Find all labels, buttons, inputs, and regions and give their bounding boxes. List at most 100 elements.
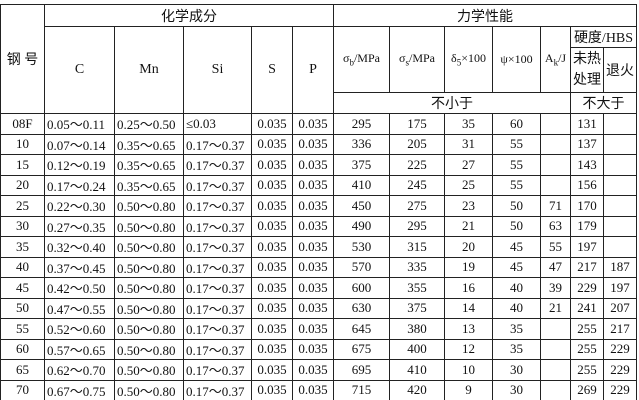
cell: 0.50～0.80 xyxy=(114,379,184,400)
cell: 217 xyxy=(603,318,637,340)
cell: 0.035 xyxy=(251,133,293,155)
table-row: 10 0.07～0.14 0.35～0.65 0.17～0.37 0.035 0.035 3… xyxy=(0,133,637,155)
cell: 47 xyxy=(540,256,571,278)
mech-col: δ5×100 xyxy=(444,26,493,93)
cell: 0.50～0.80 xyxy=(114,359,184,381)
cell: 715 xyxy=(333,379,390,400)
unit: ×100 xyxy=(461,51,486,66)
cell: 255 xyxy=(570,359,604,381)
cell: 0.50～0.80 xyxy=(114,297,184,319)
min-note: 不小于 xyxy=(333,92,571,114)
table-row: 45 0.42～0.50 0.50～0.80 0.17～0.37 0.035 0.035 6… xyxy=(0,277,637,299)
cell: 10 xyxy=(444,359,493,381)
steel-header: 钢 号 xyxy=(0,4,45,114)
steel-grade: 10 xyxy=(0,133,45,155)
cell: 0.17～0.37 xyxy=(183,236,252,258)
cell: 27 xyxy=(444,154,493,176)
cell: 0.27～0.35 xyxy=(44,215,115,237)
unit: /MPa xyxy=(408,51,435,66)
cell: 295 xyxy=(389,215,445,237)
chem-col: Si xyxy=(183,26,252,114)
cell: 420 xyxy=(389,379,445,400)
cell: 0.17～0.37 xyxy=(183,195,252,217)
subscript: s xyxy=(405,57,409,68)
cell: 0.17～0.37 xyxy=(183,338,252,360)
cell: 0.035 xyxy=(251,154,293,176)
cell: 275 xyxy=(389,195,445,217)
cell: 0.035 xyxy=(251,379,293,400)
steel-grade: 40 xyxy=(0,256,45,278)
hardness-header: 硬度/HBS xyxy=(570,26,637,48)
chem-col: P xyxy=(292,26,334,114)
cell: 39 xyxy=(540,277,571,299)
cell xyxy=(540,133,571,155)
cell: 197 xyxy=(570,236,604,258)
steel-grade: 20 xyxy=(0,174,45,196)
cell: 0.035 xyxy=(292,236,334,258)
cell: 0.035 xyxy=(251,195,293,217)
cell xyxy=(540,338,571,360)
cell: 0.50～0.80 xyxy=(114,256,184,278)
mech-col: σs/MPa xyxy=(389,26,445,93)
cell: 156 xyxy=(570,174,604,196)
cell: 630 xyxy=(333,297,390,319)
cell: 675 xyxy=(333,338,390,360)
cell: 175 xyxy=(389,113,445,135)
cell: 20 xyxy=(444,236,493,258)
steel-grade: 45 xyxy=(0,277,45,299)
cell: 35 xyxy=(444,113,493,135)
cell: 0.035 xyxy=(292,338,334,360)
cell: 0.035 xyxy=(292,133,334,155)
steel-grade: 60 xyxy=(0,338,45,360)
cell: 40 xyxy=(492,277,541,299)
cell: 335 xyxy=(389,256,445,278)
cell: 0.50～0.80 xyxy=(114,318,184,340)
cell: 14 xyxy=(444,297,493,319)
cell: 0.50～0.80 xyxy=(114,236,184,258)
cell: 0.17～0.37 xyxy=(183,133,252,155)
steel-grade: 50 xyxy=(0,297,45,319)
cell: 570 xyxy=(333,256,390,278)
cell: 0.17～0.37 xyxy=(183,174,252,196)
cell: 143 xyxy=(570,154,604,176)
table-row: 70 0.67～0.75 0.50～0.80 0.17～0.37 0.035 0.035 7… xyxy=(0,379,637,400)
cell xyxy=(540,174,571,196)
cell: 25 xyxy=(444,174,493,196)
cell: 600 xyxy=(333,277,390,299)
table-row: 55 0.52～0.60 0.50～0.80 0.17～0.37 0.035 0.035 6… xyxy=(0,318,637,340)
cell: 245 xyxy=(389,174,445,196)
cell xyxy=(540,379,571,400)
cell: 0.035 xyxy=(251,174,293,196)
cell: 375 xyxy=(389,297,445,319)
cell: 0.35～0.65 xyxy=(114,154,184,176)
cell: 63 xyxy=(540,215,571,237)
table-row: 40 0.37～0.45 0.50～0.80 0.17～0.37 0.035 0.035 5… xyxy=(0,256,637,278)
cell: 0.17～0.37 xyxy=(183,297,252,319)
cell: 16 xyxy=(444,277,493,299)
cell: 0.035 xyxy=(251,277,293,299)
table-row: 35 0.32～0.40 0.50～0.80 0.17～0.37 0.035 0.035 5… xyxy=(0,236,637,258)
cell: 55 xyxy=(492,133,541,155)
cell xyxy=(603,154,637,176)
cell: 45 xyxy=(492,236,541,258)
cell: 0.42～0.50 xyxy=(44,277,115,299)
cell: 0.035 xyxy=(251,359,293,381)
cell: 355 xyxy=(389,277,445,299)
cell: 0.035 xyxy=(292,277,334,299)
cell: 0.62～0.70 xyxy=(44,359,115,381)
cell: 229 xyxy=(603,338,637,360)
steel-grade: 30 xyxy=(0,215,45,237)
cell: 269 xyxy=(570,379,604,400)
cell: 0.37～0.45 xyxy=(44,256,115,278)
cell: 60 xyxy=(492,113,541,135)
steel-grade: 25 xyxy=(0,195,45,217)
mech-group: 力学性能 xyxy=(333,4,637,27)
cell: 0.035 xyxy=(292,318,334,340)
cell: 0.035 xyxy=(251,297,293,319)
cell: 205 xyxy=(389,133,445,155)
cell: 410 xyxy=(389,359,445,381)
cell: 0.32～0.40 xyxy=(44,236,115,258)
cell: 217 xyxy=(570,256,604,278)
cell: 0.035 xyxy=(251,338,293,360)
